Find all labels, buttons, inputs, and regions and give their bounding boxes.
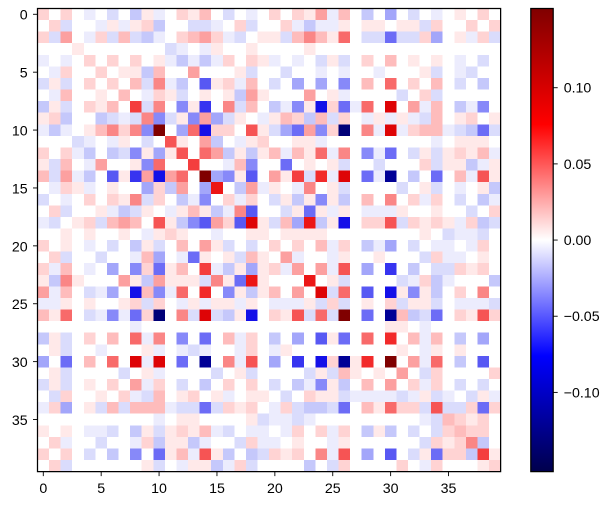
svg-text:5: 5 [97, 481, 105, 497]
svg-text:35: 35 [441, 481, 457, 497]
svg-text:25: 25 [325, 481, 341, 497]
svg-text:20: 20 [12, 239, 28, 255]
svg-text:−0.05: −0.05 [564, 309, 600, 325]
svg-text:0.10: 0.10 [564, 81, 592, 97]
svg-text:−0.10: −0.10 [564, 385, 600, 401]
svg-text:0: 0 [20, 8, 28, 24]
svg-text:20: 20 [267, 481, 283, 497]
svg-text:0: 0 [39, 481, 47, 497]
svg-text:15: 15 [12, 181, 28, 197]
svg-text:30: 30 [12, 355, 28, 371]
svg-text:0.00: 0.00 [564, 233, 592, 249]
svg-text:30: 30 [383, 481, 399, 497]
svg-text:15: 15 [209, 481, 225, 497]
svg-text:5: 5 [20, 66, 28, 82]
svg-text:0.05: 0.05 [564, 157, 592, 173]
svg-text:25: 25 [12, 297, 28, 313]
svg-text:35: 35 [12, 413, 28, 429]
svg-text:10: 10 [12, 123, 28, 139]
svg-text:10: 10 [151, 481, 167, 497]
